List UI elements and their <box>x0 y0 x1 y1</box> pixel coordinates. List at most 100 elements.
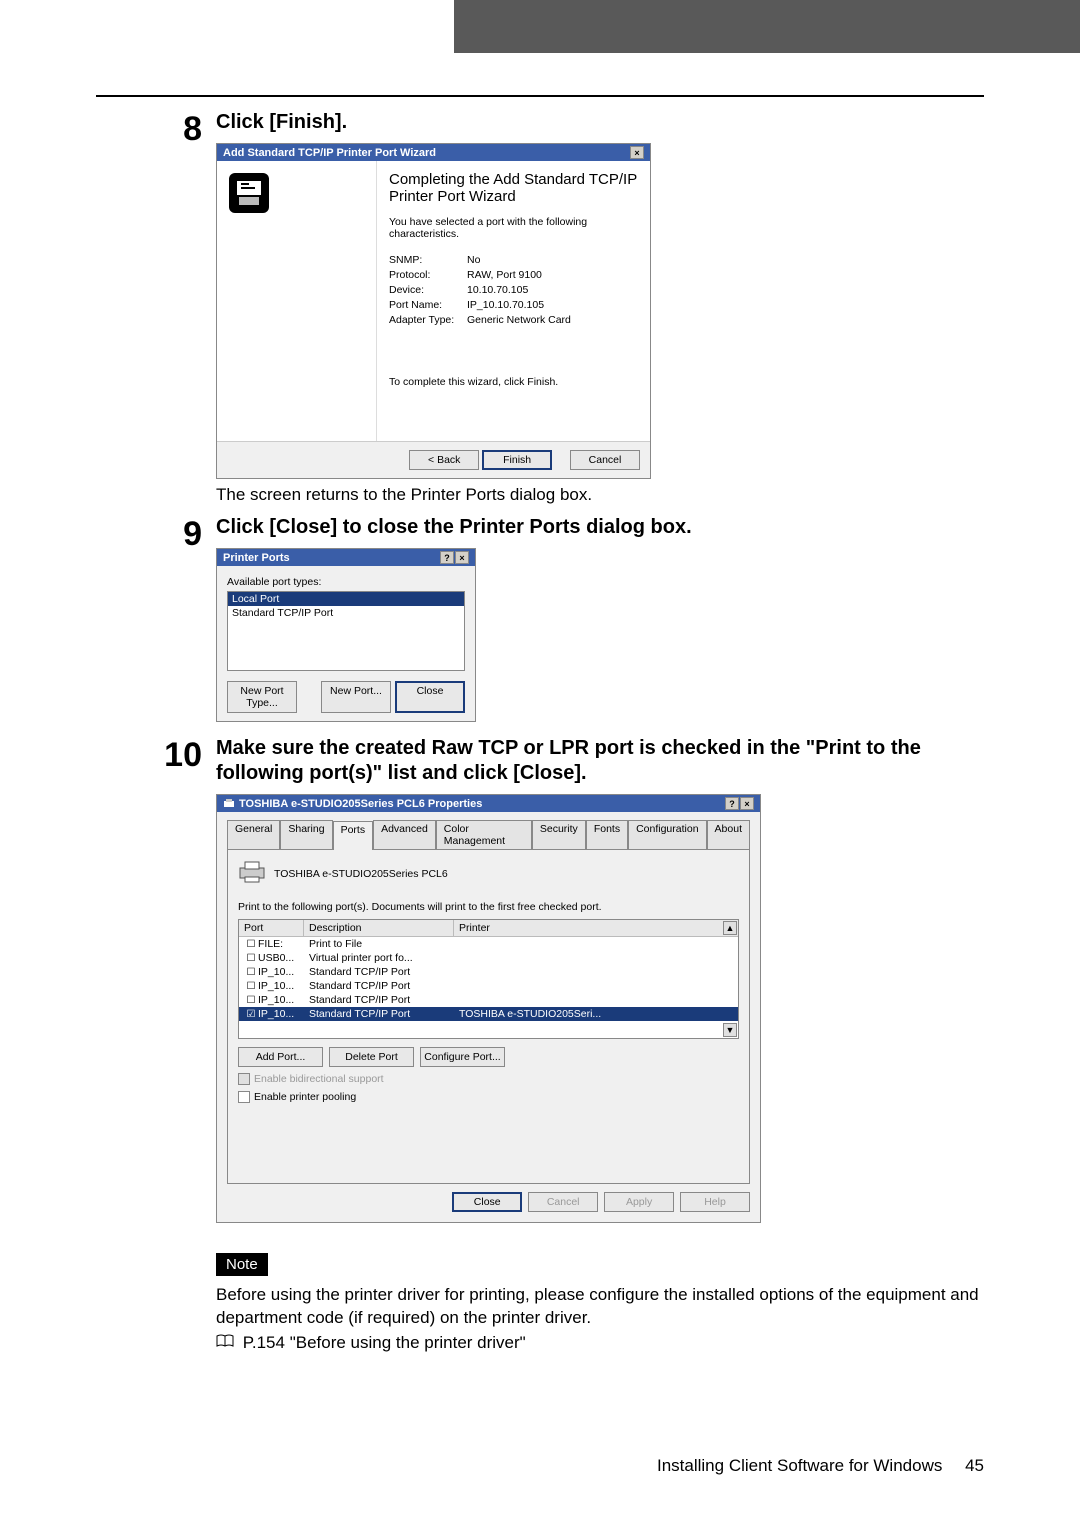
printer-name: TOSHIBA e-STUDIO205Series PCL6 <box>274 868 448 880</box>
properties-footer: Close Cancel Apply Help <box>227 1184 750 1212</box>
tab-sharing[interactable]: Sharing <box>280 820 332 849</box>
step-8-number: 8 <box>96 110 216 146</box>
kv-val: No <box>467 254 480 266</box>
ports-instruction: Print to the following port(s). Document… <box>238 901 739 913</box>
help-button: Help <box>680 1192 750 1212</box>
table-row[interactable]: ☐IP_10...Standard TCP/IP Port <box>239 965 738 979</box>
bidi-checkbox <box>238 1073 250 1085</box>
kv-key: Port Name: <box>389 299 467 311</box>
pooling-label: Enable printer pooling <box>254 1091 356 1103</box>
new-port-button[interactable]: New Port... <box>321 681 391 713</box>
note-reference: P.154 "Before using the printer driver" <box>243 1333 526 1352</box>
ports-table: Port Description Printer ▲ ☐FILE:Print t… <box>238 919 739 1039</box>
tab-general[interactable]: General <box>227 820 280 849</box>
list-item[interactable]: Local Port <box>228 592 464 606</box>
kv-val: Generic Network Card <box>467 314 571 326</box>
new-port-type-button[interactable]: New Port Type... <box>227 681 297 713</box>
kv-key: Protocol: <box>389 269 467 281</box>
step-9: 9 Click [Close] to close the Printer Por… <box>96 515 984 722</box>
add-port-button[interactable]: Add Port... <box>238 1047 323 1067</box>
tab-fonts[interactable]: Fonts <box>586 820 628 849</box>
page-footer: Installing Client Software for Windows 4… <box>96 1456 984 1476</box>
printer-ports-titlebar: Printer Ports ?× <box>217 549 475 566</box>
printer-ports-title-text: Printer Ports <box>223 552 290 564</box>
pooling-checkbox-row[interactable]: Enable printer pooling <box>238 1091 739 1103</box>
wizard-title-text: Add Standard TCP/IP Printer Port Wizard <box>223 147 436 159</box>
properties-title-text: TOSHIBA e-STUDIO205Series PCL6 Propertie… <box>239 798 482 810</box>
close-icon[interactable]: × <box>630 146 644 159</box>
step-10: 10 Make sure the created Raw TCP or LPR … <box>96 736 984 1355</box>
col-printer[interactable]: Printer <box>454 920 738 936</box>
properties-titlebar: TOSHIBA e-STUDIO205Series PCL6 Propertie… <box>217 795 760 812</box>
col-port[interactable]: Port <box>239 920 304 936</box>
wizard-subtext: You have selected a port with the follow… <box>389 216 638 240</box>
tab-advanced[interactable]: Advanced <box>373 820 436 849</box>
step-8-title: Click [Finish]. <box>216 110 984 135</box>
page-content: 8 Click [Finish]. Add Standard TCP/IP Pr… <box>96 110 984 1355</box>
finish-button[interactable]: Finish <box>482 450 552 470</box>
pooling-checkbox[interactable] <box>238 1091 250 1103</box>
printer-icon <box>238 860 266 887</box>
wizard-titlebar: Add Standard TCP/IP Printer Port Wizard … <box>217 144 650 161</box>
port-types-list[interactable]: Local Port Standard TCP/IP Port <box>227 591 465 671</box>
wizard-dialog: Add Standard TCP/IP Printer Port Wizard … <box>216 143 651 479</box>
close-icon[interactable]: × <box>455 551 469 564</box>
properties-dialog: TOSHIBA e-STUDIO205Series PCL6 Propertie… <box>216 794 761 1223</box>
page-number: 45 <box>965 1456 984 1475</box>
tab-config[interactable]: Configuration <box>628 820 706 849</box>
wizard-footer: < Back Finish Cancel <box>217 441 650 478</box>
wizard-summary: SNMP:No Protocol:RAW, Port 9100 Device:1… <box>389 254 638 326</box>
table-row[interactable]: ☑IP_10...Standard TCP/IP PortTOSHIBA e-S… <box>239 1007 738 1021</box>
note-text: Before using the printer driver for prin… <box>216 1284 984 1330</box>
help-icon[interactable]: ? <box>725 797 739 810</box>
table-row[interactable]: ☐IP_10...Standard TCP/IP Port <box>239 979 738 993</box>
table-row[interactable]: ☐IP_10...Standard TCP/IP Port <box>239 993 738 1007</box>
wizard-sidebar-image <box>217 161 377 441</box>
cancel-button[interactable]: Cancel <box>570 450 640 470</box>
close-icon[interactable]: × <box>740 797 754 810</box>
delete-port-button[interactable]: Delete Port <box>329 1047 414 1067</box>
book-icon <box>216 1332 234 1355</box>
tab-security[interactable]: Security <box>532 820 586 849</box>
col-description[interactable]: Description <box>304 920 454 936</box>
scroll-down-icon[interactable]: ▼ <box>723 1023 737 1037</box>
available-port-types-label: Available port types: <box>227 576 465 588</box>
scroll-up-icon[interactable]: ▲ <box>723 921 737 935</box>
kv-key: Device: <box>389 284 467 296</box>
table-row[interactable]: ☐USB0...Virtual printer port fo... <box>239 951 738 965</box>
bidi-label: Enable bidirectional support <box>254 1073 384 1085</box>
step-8: 8 Click [Finish]. Add Standard TCP/IP Pr… <box>96 110 984 505</box>
printer-wizard-icon <box>227 171 271 215</box>
kv-val: IP_10.10.70.105 <box>467 299 544 311</box>
note-block: Note Before using the printer driver for… <box>216 1253 984 1355</box>
close-button[interactable]: Close <box>452 1192 522 1212</box>
tab-ports[interactable]: Ports <box>333 821 374 850</box>
step-10-number: 10 <box>96 736 216 772</box>
note-label: Note <box>216 1253 268 1276</box>
step-8-caption: The screen returns to the Printer Ports … <box>216 485 984 505</box>
bidi-checkbox-row: Enable bidirectional support <box>238 1073 739 1085</box>
chapter-banner <box>454 0 1080 53</box>
apply-button: Apply <box>604 1192 674 1212</box>
configure-port-button[interactable]: Configure Port... <box>420 1047 505 1067</box>
tab-strip: General Sharing Ports Advanced Color Man… <box>227 820 750 850</box>
kv-key: SNMP: <box>389 254 467 266</box>
printer-icon <box>223 798 235 810</box>
table-row[interactable]: ☐FILE:Print to File <box>239 937 738 951</box>
wizard-heading: Completing the Add Standard TCP/IP Print… <box>389 171 638 206</box>
help-icon[interactable]: ? <box>440 551 454 564</box>
kv-val: RAW, Port 9100 <box>467 269 542 281</box>
step-9-number: 9 <box>96 515 216 551</box>
top-rule <box>96 95 984 97</box>
close-button[interactable]: Close <box>395 681 465 713</box>
tab-about[interactable]: About <box>707 820 750 849</box>
step-9-title: Click [Close] to close the Printer Ports… <box>216 515 984 540</box>
printer-ports-title-buttons: ?× <box>439 551 469 564</box>
back-button[interactable]: < Back <box>409 450 479 470</box>
tab-color[interactable]: Color Management <box>436 820 532 849</box>
list-item[interactable]: Standard TCP/IP Port <box>228 606 464 620</box>
footer-text: Installing Client Software for Windows <box>657 1456 942 1475</box>
step-10-title: Make sure the created Raw TCP or LPR por… <box>216 736 984 786</box>
printer-ports-dialog: Printer Ports ?× Available port types: L… <box>216 548 476 722</box>
cancel-button: Cancel <box>528 1192 598 1212</box>
